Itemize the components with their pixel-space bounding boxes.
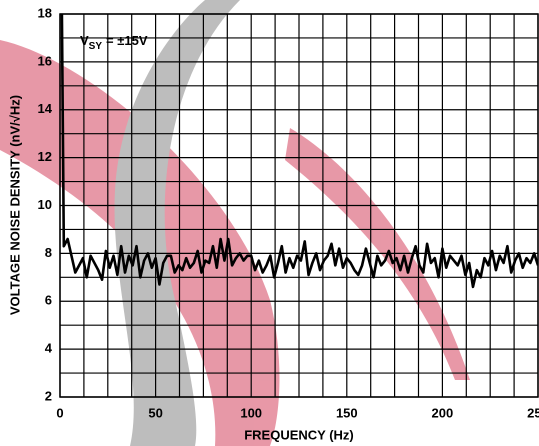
plot-frame — [59, 13, 539, 398]
y-axis-label: VOLTAGE NOISE DENSITY (nV/√Hz) — [7, 95, 22, 315]
x-tick-label: 100 — [240, 405, 262, 420]
grid — [59, 13, 539, 398]
x-tick-label: 250 — [527, 405, 539, 420]
y-tick-label: 12 — [38, 149, 52, 164]
plot-area — [60, 14, 538, 289]
y-tick-label: 2 — [45, 388, 52, 403]
x-tick-label: 200 — [432, 405, 454, 420]
x-tick-label: 150 — [336, 405, 358, 420]
y-tick-label: 18 — [38, 5, 52, 20]
x-tick-label: 0 — [56, 405, 63, 420]
y-tick-label: 8 — [45, 245, 52, 260]
annotation-suffix: = ±15V — [106, 33, 148, 48]
x-axis-label: FREQUENCY (Hz) — [244, 427, 354, 442]
annotation-base: V — [80, 33, 89, 48]
y-tick-label: 10 — [38, 197, 52, 212]
y-tick-label: 6 — [45, 293, 52, 308]
annotation: VSY = ±15V — [80, 33, 148, 51]
noise-line — [60, 14, 538, 289]
watermark — [0, 0, 470, 446]
y-tick-label: 14 — [38, 101, 53, 116]
y-tick-label: 4 — [45, 341, 53, 356]
annotation-subscript: SY — [89, 41, 103, 52]
y-tick-label: 16 — [38, 53, 52, 68]
x-tick-label: 50 — [148, 405, 162, 420]
